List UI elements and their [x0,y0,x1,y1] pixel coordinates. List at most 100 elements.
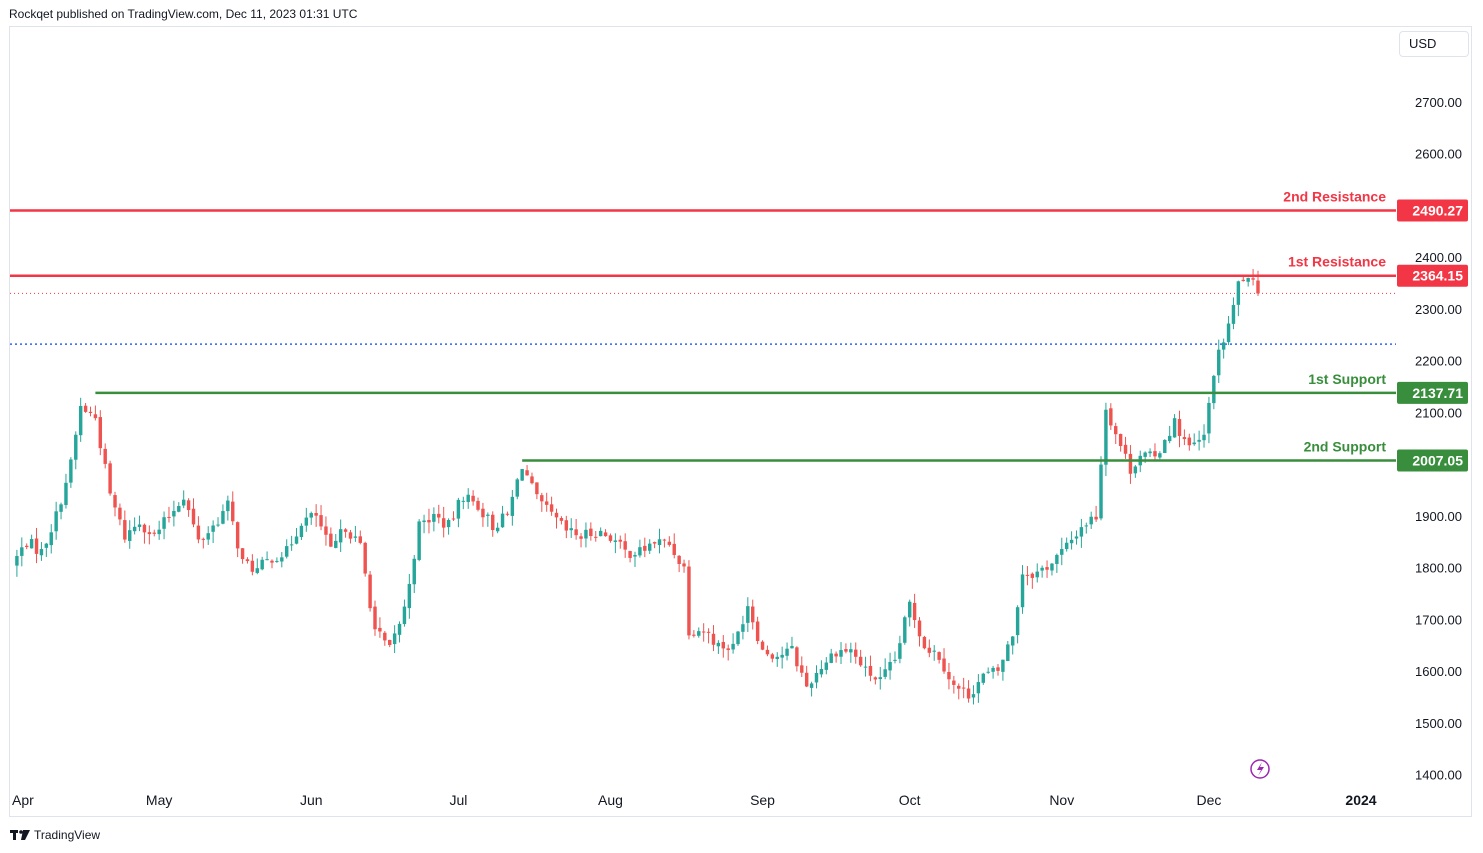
y-tick-label: 2300.00 [1415,302,1462,317]
candle [1089,511,1093,529]
candle [603,529,608,537]
candle [338,519,343,552]
candle [785,642,789,661]
lightning-icon[interactable] [1250,759,1270,779]
candle [996,664,1000,676]
candle [1015,605,1020,644]
candle [417,519,421,562]
candle [334,534,338,549]
candle [1128,445,1133,484]
candle [530,472,534,485]
candle [211,520,215,543]
candle [147,525,152,545]
x-axis: Apr May Jun Jul Aug Sep Oct Nov Dec 2024 [12,792,1377,808]
resistance-level[interactable]: 2nd Resistance 2490.27 [10,188,1468,222]
candle [804,665,809,688]
candle [903,615,907,645]
candle [216,517,220,528]
candle [643,537,647,558]
candle [83,403,88,413]
candle [378,617,382,638]
candle [177,502,181,513]
candle [746,597,750,633]
candle [1020,565,1025,614]
candle [172,500,176,527]
candle [314,504,318,527]
candle [1035,563,1039,583]
candle [1207,396,1211,444]
candle [961,677,966,699]
price-tag-value: 2490.27 [1412,202,1463,218]
currency-selector[interactable]: USD [1399,31,1469,57]
candle [260,556,264,571]
candle [235,521,240,558]
price-tag-value: 2007.05 [1412,452,1463,468]
support-level[interactable]: 1st Support 2137.71 [95,371,1468,404]
candle [559,516,564,525]
tradingview-logo-icon [10,830,30,840]
y-tick-label: 1700.00 [1415,612,1462,627]
candle [1167,425,1172,444]
candle [672,533,676,559]
candle [167,506,171,523]
candle [824,657,829,675]
candle [809,681,814,697]
candle [98,410,103,456]
chart-frame [9,26,1472,817]
candle [608,533,613,543]
x-tick-label: Jun [300,792,323,808]
candle [255,558,259,575]
candle [118,503,122,526]
levels: 2nd Resistance 2490.27 1st Resistance 2364.… [10,188,1468,472]
candle [373,600,377,636]
candle [819,660,824,678]
candle [103,443,107,469]
candle [64,473,68,509]
candle [682,559,686,573]
candle [1010,635,1015,655]
y-axis: 2700.00 2600.00 2400.00 2300.00 2200.00 2100.… [1415,95,1462,782]
candle [363,541,367,577]
candle [692,630,696,638]
candle [432,507,436,532]
candle [476,497,480,512]
candle [152,529,156,537]
candle [231,491,235,525]
candle [535,482,539,500]
candle [1187,433,1192,451]
candle [221,504,225,525]
candle [937,651,941,664]
candle [912,593,917,629]
level-name-label: 1st Support [1308,371,1386,387]
candle [388,639,392,648]
candle [113,491,117,517]
candle [108,460,112,496]
price-tag-value: 2364.15 [1412,268,1463,284]
candle [299,523,304,541]
resistance-level[interactable]: 1st Resistance 2364.15 [10,254,1468,287]
candle [1197,430,1201,451]
candle [594,531,598,542]
candle [466,488,470,509]
x-tick-label: Apr [12,792,34,808]
candle [814,665,819,689]
candle [186,498,191,517]
candle [304,507,309,532]
candle [711,625,716,652]
candle [1123,436,1128,459]
candle [863,656,868,677]
candle [971,685,976,705]
x-tick-label: Sep [750,792,775,808]
candle [613,533,618,554]
candle [741,615,745,640]
candle [289,535,294,551]
support-level[interactable]: 2nd Support 2007.05 [522,438,1468,472]
candle [755,616,760,645]
candle [598,527,603,537]
candle [456,497,461,528]
candle [844,643,848,654]
price-tag [1397,199,1468,222]
x-tick-label: Oct [899,792,921,808]
candle [1192,433,1196,446]
